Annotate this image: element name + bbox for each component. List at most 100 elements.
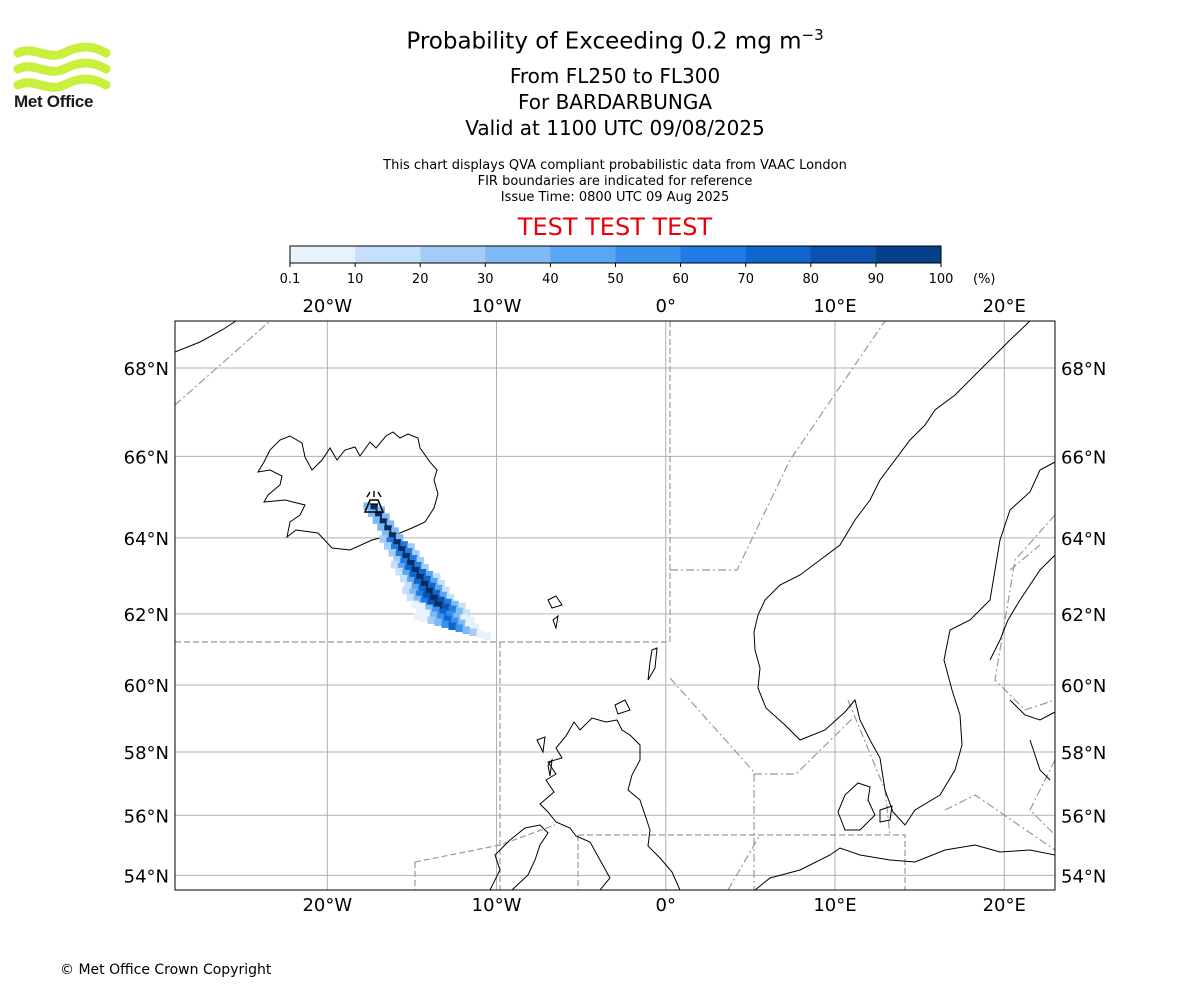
plume-cell [391,527,399,535]
colorbar-segment [810,246,877,263]
test-banner: TEST TEST TEST [517,213,713,241]
plume-cell [434,584,443,593]
colorbar-segment [680,246,747,263]
plume-cell [439,608,447,617]
plume-cell [409,571,417,580]
estonia-coast [1009,699,1055,721]
plume-cell [460,614,468,623]
plume-cell [432,572,441,581]
plume-cell [464,621,473,630]
lat-tick-label-right: 66°N [1061,447,1106,468]
colorbar-tick-label: 10 [347,272,364,287]
plume-cell [377,523,385,531]
colorbar-segment [745,246,812,263]
plume-cell [406,576,415,585]
lat-tick-label-right: 54°N [1061,866,1106,887]
valid-time: Valid at 1100 UTC 09/08/2025 [465,116,765,140]
plume-cell [441,586,450,595]
plume-cell [430,577,438,586]
lat-tick-label-left: 60°N [124,676,169,697]
lon-tick-label-bottom: 10°W [472,895,522,916]
shetland-islands [647,647,658,681]
plume-cell [476,630,484,638]
plume-cell [411,566,420,575]
plume-cell [434,618,442,626]
map-area[interactable] [175,321,1055,890]
faroe-islands [547,595,563,609]
plume-cell [393,556,401,564]
plume-cell [469,628,477,636]
lon-tick-label-top: 20°W [302,296,352,317]
volcano-icon [363,491,385,513]
lon-tick-label-bottom: 20°W [302,895,352,916]
lon-tick-label-bottom: 0° [656,895,676,916]
plume-cell [455,607,464,616]
plume-cell [430,594,438,603]
chart-note-1: This chart displays QVA compliant probab… [383,158,847,173]
lat-tick-label-right: 68°N [1061,359,1106,380]
plume-cell [395,534,404,542]
colorbar-tick-label: 0.1 [280,272,301,287]
plume-cell [413,595,422,604]
plume-cell [444,598,452,607]
iceland-coast [257,431,439,551]
colorbar-segment [485,246,551,263]
plume-cell [425,570,434,579]
plume-cell [402,553,411,561]
plume-cell [381,530,390,538]
plume-cell [416,573,424,582]
colorbar-tick-label: 80 [803,272,820,287]
plume-cell [379,518,388,526]
lat-tick-label-left: 64°N [124,529,169,550]
colorbar-segment [615,246,682,263]
plume-cell [399,574,408,583]
orkney-islands [614,699,631,715]
copyright-notice: © Met Office Crown Copyright [60,962,272,978]
colorbar-tick-label: 70 [737,272,754,287]
plume-cell [421,564,429,572]
faroe-islands [552,614,559,630]
lat-tick-label-right: 56°N [1061,806,1106,827]
plume-cell [427,582,436,591]
plume-cell [372,516,381,524]
lat-tick-label-left: 62°N [124,605,169,626]
plume-cell [453,612,461,621]
plume-cell [395,551,404,559]
plume-cell [413,612,421,620]
plume-cell [457,619,466,628]
plume-cell [402,569,410,578]
logo-text: Met Office [14,92,94,111]
map-frame [174,320,1056,891]
colorbar-tick-label: 100 [929,272,954,287]
colorbar-segment [875,246,942,263]
volcano-name-title: For BARDARBUNGA [517,90,713,114]
plume-cell [443,615,452,624]
hebrides [547,758,553,777]
plume-cell [390,560,399,569]
scandinavia-coast [753,321,1055,826]
plume-cell [427,599,436,608]
plume-cell [425,587,434,596]
lon-tick-label-top: 10°E [813,296,856,317]
chart-title-superscript: −3 [801,26,824,44]
met-office-logo [13,42,111,92]
lat-tick-label-right: 58°N [1061,743,1106,764]
plume-cell [483,632,491,640]
plume-cell [418,585,427,594]
plume-cell [423,592,431,601]
plume-cell [471,623,480,632]
plume-cell [448,622,456,630]
plume-cell [386,520,395,528]
plume-cell [400,541,408,549]
plume-cell [375,511,383,519]
plume-cell [411,600,419,609]
ash-plume [363,502,491,640]
colorbar-segment [420,246,486,263]
plume-cell [409,555,418,563]
plume-cell [405,548,413,556]
plume-cell [420,580,429,589]
plume-cell [448,605,457,614]
plume-cell [407,560,415,568]
plume-cell [437,579,445,588]
colorbar-segment [355,246,421,263]
